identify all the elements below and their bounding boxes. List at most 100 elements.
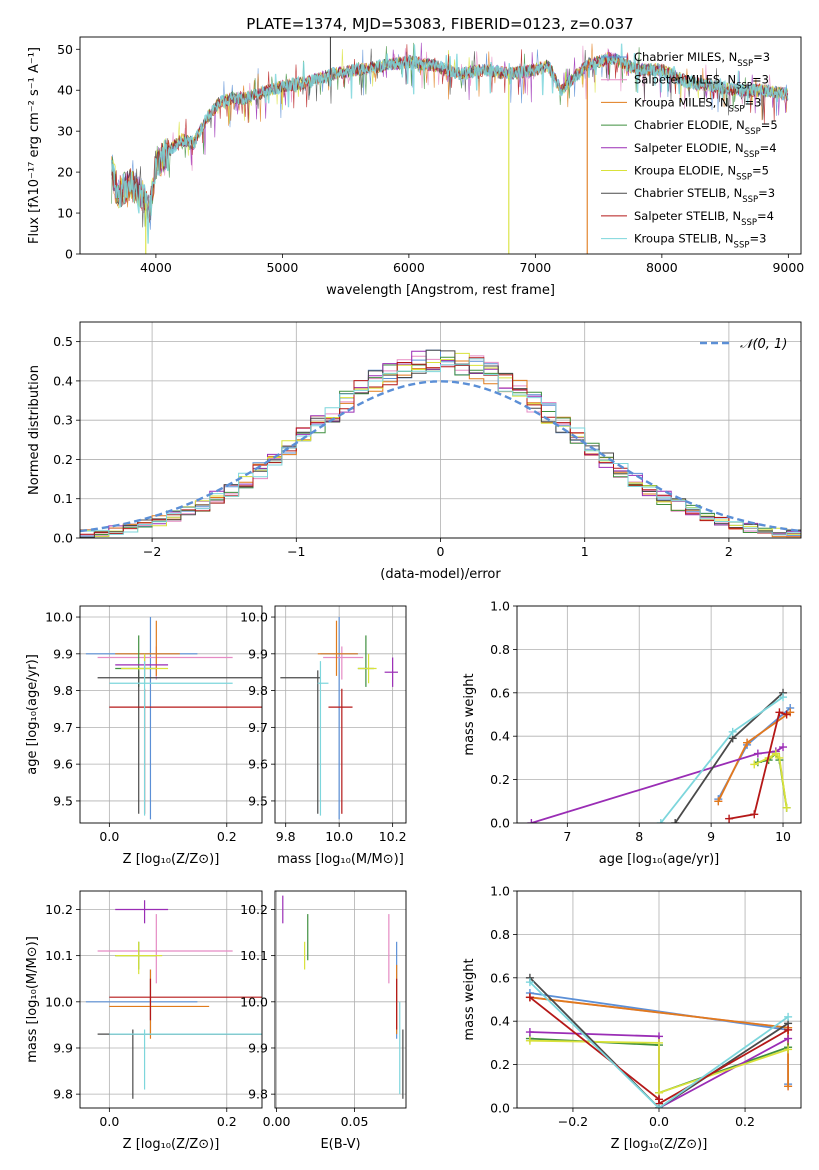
- y-tick-label: 10.2: [240, 902, 268, 917]
- panel-mass-weight-vs-age: 7 8 9 10 0.0 0.2 0.4 0.6 0.8 1.0 age [log₁₀(age/yr…: [462, 599, 802, 867]
- plus-marker: [784, 1025, 793, 1034]
- x-tick-label: 8: [635, 829, 643, 844]
- plot-area: [525, 973, 793, 1108]
- y-tick-label: 9.5: [53, 793, 73, 808]
- plus-marker: [782, 710, 791, 719]
- y-tick-label: 9.9: [53, 646, 73, 661]
- x-tick-label: −1: [287, 544, 305, 559]
- errorbar-point: [328, 688, 353, 814]
- x-tick-label: 4000: [140, 260, 172, 275]
- x-tick-label: 10: [775, 829, 791, 844]
- y-tick-label: 1.0: [490, 599, 510, 614]
- y-tick-label: 30: [57, 124, 73, 139]
- y-tick-label: 0.8: [490, 642, 510, 657]
- panel-residuals: −2 −1 0 1 2 0.0 0.1 0.2 0.3 0.4 0.5 (data-model)/er…: [27, 321, 802, 582]
- x-tick-label: 0.00: [263, 1114, 291, 1129]
- y-tick-label: 10.0: [45, 610, 73, 625]
- y-tick-label: 10.0: [240, 610, 268, 625]
- errorbar-point: [280, 670, 321, 814]
- y-axis-label: mass weight: [462, 958, 477, 1040]
- plot-area: [85, 617, 262, 820]
- y-tick-label: 0.0: [53, 531, 73, 546]
- plus-marker: [525, 1028, 534, 1037]
- spectrum-line: [110, 43, 789, 244]
- errorbar-point: [85, 617, 198, 820]
- plot-area: [85, 900, 262, 1099]
- y-tick-label: 0.3: [53, 413, 73, 428]
- plus-marker: [525, 1036, 534, 1045]
- y-tick-label: 20: [57, 165, 73, 180]
- spectrum-line: [111, 44, 789, 223]
- legend-entry: Kroupa STELIB, NSSP=3: [634, 232, 766, 251]
- x-tick-label: 2: [725, 544, 733, 559]
- y-tick-label: 9.5: [248, 793, 268, 808]
- y-tick-label: 9.6: [248, 757, 268, 772]
- legend-entry: Salpeter STELIB, NSSP=4: [634, 209, 774, 228]
- plus-marker: [655, 1038, 663, 1047]
- errorbar-point: [97, 914, 233, 984]
- plus-marker: [656, 819, 665, 823]
- panel-mass-weight-vs-Z: −0.2 0.0 0.2 0.0 0.2 0.4 0.6 0.8 1.0 Z [log₁₀(Z/Z…: [462, 884, 802, 1152]
- plot-area: [80, 349, 801, 538]
- chart-panels: 4000 5000 6000 7000 8000 900001020304050wavel…: [25, 36, 804, 1152]
- x-tick-label: 7000: [519, 260, 551, 275]
- errorbar-point: [97, 670, 262, 814]
- plus-marker: [750, 760, 759, 769]
- y-tick-label: 0.2: [490, 1057, 510, 1072]
- y-tick-label: 0.6: [490, 970, 510, 985]
- legend: 𝒩(0, 1): [700, 337, 787, 352]
- errorbar-point: [85, 969, 198, 1035]
- y-tick-label: 50: [57, 42, 73, 57]
- errorbar-point: [384, 657, 398, 687]
- errorbar-point: [317, 620, 358, 676]
- y-tick-label: 0.5: [53, 334, 73, 349]
- x-tick-label: 0.2: [735, 1114, 755, 1129]
- axes: −2 −1 0 1 2 0.0 0.1 0.2 0.3 0.4 0.5 (data-model)/er…: [27, 321, 802, 582]
- axes: 0.0 0.2 9.5 9.6 9.7 9.8 9.9 10.0 Z [log₁₀(Z/Z⊙)]…: [25, 605, 263, 867]
- plus-marker: [525, 993, 534, 1002]
- axes-frame: [274, 890, 407, 1109]
- plus-marker: [782, 803, 791, 812]
- plus-marker: [779, 743, 788, 752]
- panel-spectrum: 4000 5000 6000 7000 8000 9000 0 10 20 30 40 50 wavel…: [27, 36, 804, 298]
- x-tick-label: 0.0: [99, 1114, 119, 1129]
- plus-marker: [775, 708, 784, 717]
- y-tick-label: 0: [65, 247, 73, 262]
- y-tick-label: 9.8: [53, 683, 73, 698]
- errorbar-point: [317, 661, 329, 816]
- errorbar-point: [109, 1029, 262, 1090]
- figure-title: PLATE=1374, MJD=53083, FIBERID=0123, z=0…: [246, 15, 633, 33]
- legend-entry: Kroupa ELODIE, NSSP=5: [634, 164, 769, 183]
- y-tick-label: 0.4: [490, 729, 510, 744]
- x-axis-label: Z [log₁₀(Z/Z⊙)]: [611, 1137, 708, 1152]
- plus-marker: [784, 1045, 793, 1054]
- y-tick-label: 0.4: [490, 1014, 510, 1029]
- plus-marker: [525, 978, 534, 987]
- plus-marker: [784, 1034, 793, 1043]
- axes: 7 8 9 10 0.0 0.2 0.4 0.6 0.8 1.0 age [log₁₀(age/yr…: [462, 599, 802, 867]
- x-tick-label: −0.2: [558, 1114, 588, 1129]
- axes: 4000 5000 6000 7000 8000 9000 0 10 20 30 40 50 wavel…: [27, 36, 804, 298]
- gaussian-curve: [80, 380, 801, 533]
- errorbar-point: [109, 978, 262, 1021]
- plus-marker: [527, 819, 536, 823]
- x-tick-label: 6000: [393, 260, 425, 275]
- errorbar-point: [115, 941, 163, 975]
- y-tick-label: 10.2: [45, 902, 73, 917]
- errorbar-point: [320, 617, 358, 820]
- y-axis-label: mass [log₁₀(M/M⊙)]: [25, 936, 40, 1063]
- weight-line: [728, 711, 787, 820]
- y-tick-label: 10.0: [240, 994, 268, 1009]
- weight-line: [529, 977, 789, 1108]
- y-tick-label: 9.9: [248, 1040, 268, 1055]
- plus-marker: [750, 810, 759, 819]
- x-tick-label: 0.05: [341, 1114, 369, 1129]
- x-tick-label: 0.0: [99, 829, 119, 844]
- errorbar-point: [115, 620, 180, 676]
- weight-line: [529, 981, 789, 1108]
- plus-marker: [779, 693, 788, 702]
- y-tick-label: 0.1: [53, 491, 73, 506]
- errorbar-point: [357, 653, 377, 684]
- axes-frame: [79, 890, 263, 1109]
